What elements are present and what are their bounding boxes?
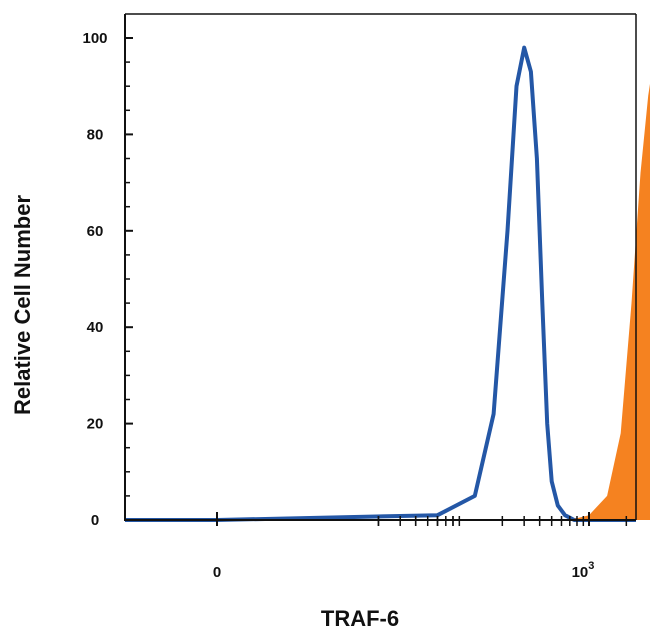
x-axis: 0103104105 [213, 512, 628, 581]
x-tick-label: 0 [213, 564, 221, 581]
y-tick-label: 60 [87, 223, 104, 240]
plot-frame [124, 13, 637, 521]
x-axis-title: TRAF-6 [321, 606, 399, 631]
y-axis-title: Relative Cell Number [10, 195, 35, 416]
y-tick-label: 0 [91, 512, 99, 529]
x-tick-label: 103 [572, 560, 595, 581]
y-tick-label: 20 [87, 416, 104, 433]
control-histogram-outline [125, 45, 636, 522]
y-axis: 0 20 40 60 80 100 [82, 30, 133, 529]
traf6-histogram-filled [569, 83, 650, 520]
y-tick-label: 100 [82, 30, 107, 47]
y-tick-label: 80 [87, 126, 104, 143]
plot-area [125, 45, 650, 522]
y-tick-label: 40 [87, 319, 104, 336]
